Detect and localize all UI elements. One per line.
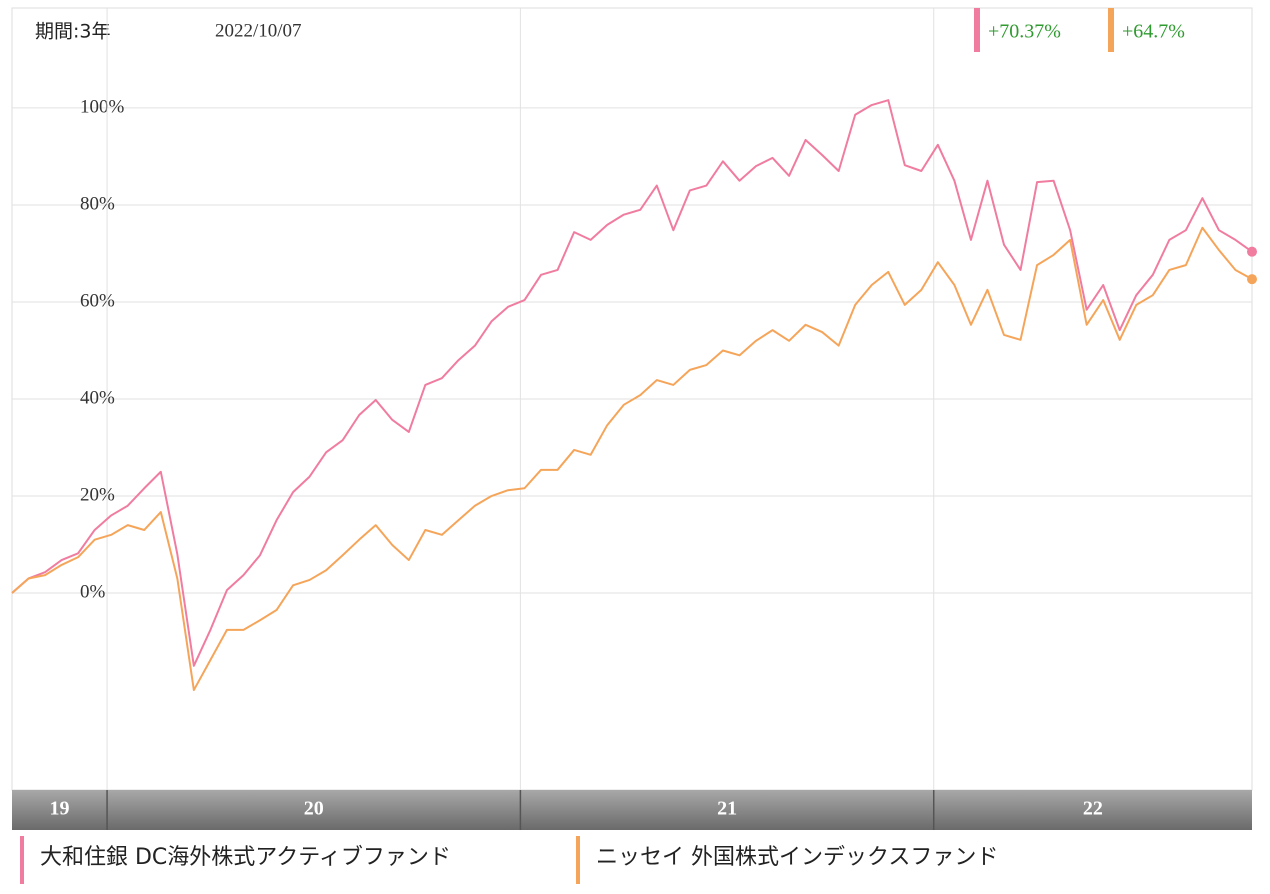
- legend-label: 大和住銀 DC海外株式アクティブファンド: [40, 845, 451, 870]
- end-label-swatch: [1108, 8, 1114, 52]
- year-label: 20: [304, 798, 324, 820]
- y-tick-label: 20%: [80, 484, 115, 505]
- end-label: +64.7%: [1122, 21, 1185, 43]
- year-label: 21: [717, 798, 737, 820]
- end-dot: [1247, 274, 1257, 285]
- year-label: 22: [1083, 798, 1103, 820]
- legend-swatch: [576, 836, 580, 884]
- year-bar: [12, 790, 1252, 830]
- y-tick-label: 60%: [80, 290, 115, 311]
- y-tick-label: 0%: [80, 581, 106, 602]
- legend-label: ニッセイ 外国株式インデックスファンド: [596, 845, 998, 870]
- y-tick-label: 40%: [80, 387, 115, 408]
- end-dot: [1247, 246, 1257, 257]
- y-tick-label: 100%: [80, 96, 125, 117]
- series-line: [11, 226, 1253, 692]
- end-label-swatch: [974, 8, 980, 52]
- date-label: 2022/10/07: [215, 20, 302, 41]
- year-label: 19: [50, 798, 70, 820]
- series-line: [11, 99, 1253, 667]
- end-label: +70.37%: [988, 21, 1061, 43]
- period-label: 期間:3年: [35, 21, 111, 43]
- y-tick-label: 80%: [80, 193, 115, 214]
- legend-swatch: [20, 836, 24, 884]
